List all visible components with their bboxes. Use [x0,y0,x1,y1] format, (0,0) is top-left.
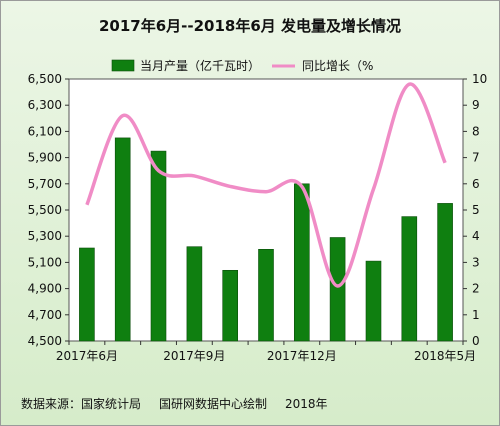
x-tick-label: 2017年12月 [267,349,337,363]
y-right-tick-label: 8 [472,124,480,138]
bar [365,260,382,342]
bar-series [79,137,453,342]
y-left-tick-label: 6,300 [28,98,62,112]
footer: 数据来源：国家统计局 国研网数据中心绘制 2018年 [21,396,328,411]
y-left-tick-label: 5,300 [28,229,62,243]
footer-year: 2018年 [285,397,328,411]
y-left-tick-label: 4,900 [28,282,62,296]
x-tick-label: 2017年6月 [56,349,118,363]
y-right-tick-label: 9 [472,98,480,112]
bar [79,247,95,342]
y-right-tick-label: 3 [472,255,480,269]
y-right-tick-label: 1 [472,308,480,322]
legend-line-label: 同比增长（% [302,59,373,73]
growth-line [85,82,447,288]
y-left-tick-label: 5,900 [28,151,62,165]
y-left-tick-label: 5,100 [28,255,62,269]
y-left-tick-label: 6,500 [28,72,62,86]
y-left-tick-label: 5,700 [28,177,62,191]
bar [258,249,274,342]
bar [401,216,418,342]
y-left-tick-label: 4,700 [28,308,62,322]
bar [293,183,310,342]
y-left-tick-label: 5,500 [28,203,62,217]
x-axis: 2017年6月 2017年9月 2017年12月 2018年5月 [56,341,476,363]
y-right-tick-label: 10 [472,72,487,86]
x-tick-label: 2018年5月 [414,349,476,363]
y-right-tick-label: 2 [472,282,480,296]
bar [329,237,346,342]
bar [150,150,167,342]
legend-bar-swatch [111,59,135,72]
y-axis-right: 0 1 2 3 4 5 6 7 8 9 10 [463,72,487,348]
line-series-group [85,82,447,288]
bar [222,269,238,342]
bar [186,246,203,342]
y-left-tick-label: 6,100 [28,124,62,138]
y-right-tick-label: 7 [472,151,480,165]
chart-title: 2017年6月--2018年6月 发电量及增长情况 [99,17,401,35]
footer-source: 数据来源：国家统计局 [21,396,141,411]
y-right-tick-label: 6 [472,177,480,191]
y-right-tick-label: 5 [472,203,480,217]
bar [437,203,453,342]
legend: 当月产量（亿千瓦时） 同比增长（% [111,58,373,73]
y-right-tick-label: 4 [472,229,480,243]
bar [114,137,131,342]
footer-credit: 国研网数据中心绘制 [159,396,267,411]
y-axis-left: 4,500 4,700 4,900 5,100 5,300 5,500 5,700 5,900… [28,72,69,348]
x-tick-label: 2017年9月 [163,349,225,363]
y-right-tick-label: 0 [472,334,480,348]
y-left-tick-label: 4,500 [28,334,62,348]
legend-bar-label: 当月产量（亿千瓦时） [140,58,260,73]
